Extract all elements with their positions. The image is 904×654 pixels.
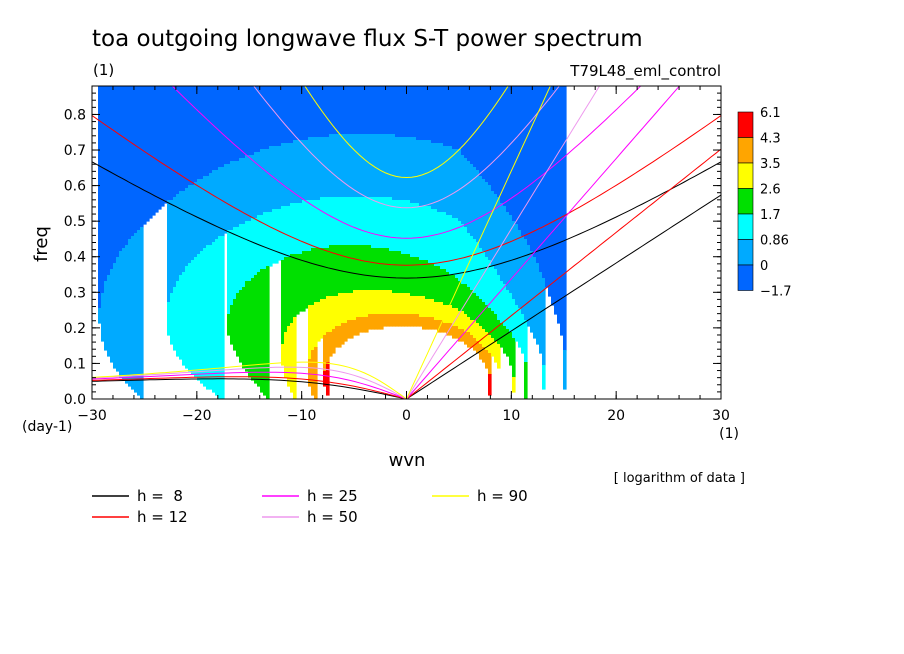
colorbar-label: 3.5 [760, 157, 781, 172]
x-tick-label: 10 [502, 408, 520, 424]
rossby-curve-h50 [92, 366, 407, 399]
chart-subtitle-right: T79L48_eml_control [569, 62, 721, 81]
colorbar-swatch [737, 111, 754, 138]
y-tick-label: 0.2 [64, 321, 86, 337]
chart-subtitle-left: (1) [93, 61, 114, 79]
colorbar-swatch [737, 188, 754, 215]
ig-curve-h50 [253, 86, 560, 209]
y-axis-label: freq [31, 226, 52, 262]
colorbar-label: 0.86 [760, 234, 789, 249]
rossby-curve-h8 [92, 378, 407, 399]
ig-curve-h8 [92, 161, 721, 279]
kelvin-curve-h50 [406, 86, 601, 399]
x-tick-label: 30 [712, 408, 730, 424]
y-tick-label: 0.3 [64, 285, 86, 301]
colorbar-label: −1.7 [760, 285, 792, 300]
legend-label: h = 12 [137, 508, 188, 526]
dispersion-curve-layer [92, 86, 721, 399]
colorbar-label: 2.6 [760, 183, 781, 198]
chart-title: toa outgoing longwave flux S-T power spe… [92, 26, 643, 52]
y-tick-label: 0.1 [64, 356, 86, 372]
contour-fill-layer [98, 86, 567, 399]
kelvin-curve-h25 [406, 86, 681, 399]
colorbar-label: 4.3 [760, 132, 781, 147]
plot-area [91, 85, 722, 400]
colorbar-swatch [737, 162, 754, 189]
x-tick-label: 20 [607, 408, 625, 424]
y-tick-label: 0.4 [64, 250, 86, 266]
legend-label: h = 90 [477, 487, 528, 505]
colorbar-swatch [737, 213, 754, 240]
x-axis-unit: (1) [719, 426, 739, 442]
log-note: [ logarithm of data ] [614, 471, 745, 486]
x-tick-label: 0 [402, 408, 411, 424]
colorbar-label: 1.7 [760, 208, 781, 223]
ig-curve-h25 [171, 86, 642, 239]
x-tick-label: −20 [182, 408, 212, 424]
kelvin-curve-h8 [406, 194, 721, 399]
x-axis-label: wvn [389, 450, 426, 471]
kelvin-curve-h12 [406, 148, 721, 399]
colorbar-label: 6.1 [760, 106, 781, 121]
colorbar-swatch [737, 137, 754, 164]
colorbar-swatch [737, 264, 754, 291]
y-tick-label: 0.6 [64, 179, 86, 195]
rossby-curve-h25 [92, 371, 407, 399]
x-tick-label: −10 [287, 408, 317, 424]
x-tick-label: −30 [77, 408, 107, 424]
legend-label: h = 8 [137, 487, 183, 505]
legend-label: h = 25 [307, 487, 358, 505]
rossby-curve-h12 [92, 376, 407, 399]
ig-curve-h12 [92, 115, 721, 266]
y-tick-label: 0.8 [64, 107, 86, 123]
kelvin-curve-h90 [406, 86, 551, 399]
ig-curve-h90 [304, 86, 509, 179]
rossby-curve-h90 [92, 361, 407, 399]
y-axis-unit: (day-1) [22, 419, 72, 435]
colorbar-swatch [737, 239, 754, 266]
y-tick-label: 0.5 [64, 214, 86, 230]
legend-label: h = 50 [307, 508, 358, 526]
colorbar: 6.1 4.3 3.5 2.6 1.7 0.86 0 −1.7 [737, 106, 792, 300]
axis-layer: −30 −20 −10 0 10 20 30 0.0 0.1 0.2 0.3 0.4 0.5 0.6 0.7… [64, 85, 730, 424]
legend: h = 8 h = 12 h = 25 h = 50 h = 90 [92, 487, 528, 526]
colorbar-label: 0 [760, 259, 768, 274]
y-tick-label: 0.0 [64, 392, 86, 408]
y-tick-label: 0.7 [64, 143, 86, 159]
